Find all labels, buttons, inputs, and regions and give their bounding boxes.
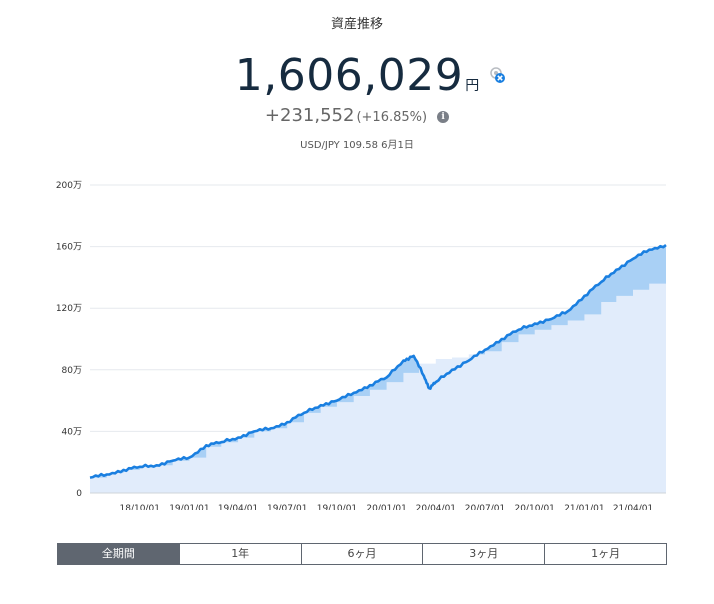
y-tick-label: 200万 [56,181,82,191]
total-assets: 1,606,029 円 [0,50,714,101]
period-tab-all[interactable]: 全期間 [58,544,179,564]
x-tick-label: 19/10/01 [317,504,357,510]
x-tick-label: 19/04/01 [218,504,258,510]
period-tab-6m[interactable]: 6ヶ月 [300,544,423,564]
period-tab-3m[interactable]: 3ヶ月 [422,544,545,564]
x-tick-label: 20/04/01 [416,504,456,510]
info-icon[interactable]: i [437,111,450,123]
period-tab-1m[interactable]: 1ヶ月 [544,544,666,564]
x-tick-label: 18/10/01 [120,504,160,510]
page-title: 資産推移 [330,17,383,32]
y-tick-label: 120万 [56,304,82,314]
currency-unit: 円 [465,78,480,94]
period-selector: 全期間 1年 6ヶ月 3ヶ月 1ヶ月 [57,543,667,565]
x-tick-label: 19/07/01 [267,504,307,510]
asset-value-line [89,244,667,479]
asset-chart: 0 40万 80万 120万 160万 200万 18/10/01 19/01/01 19/04… [56,181,667,510]
y-tick-label: 160万 [56,243,82,253]
x-tick-label: 20/10/01 [514,504,554,510]
x-tick-label: 21/01/01 [564,504,604,510]
hide-amount-icon[interactable] [487,66,507,86]
y-tick-label: 40万 [62,427,82,437]
x-tick-label: 21/04/01 [613,504,653,510]
y-tick-label: 80万 [62,366,82,376]
period-tab-1y[interactable]: 1年 [178,544,301,564]
gain-amount: +231,552 [264,105,355,126]
x-tick-label: 19/01/01 [169,504,209,510]
total-assets-amount: 1,606,029 [234,50,464,101]
fx-rate-info: USD/JPY 109.58 6月1日 [300,140,414,151]
x-tick-label: 20/01/01 [366,504,406,510]
gain-summary: +231,552 (+16.85%) i [0,105,714,126]
gain-percent: (+16.85%) [356,110,428,125]
total-assets-wrap: 1,606,029 円 [234,50,506,101]
x-tick-label: 20/07/01 [465,504,505,510]
principal-area [90,278,666,493]
y-tick-label: 0 [76,489,82,499]
